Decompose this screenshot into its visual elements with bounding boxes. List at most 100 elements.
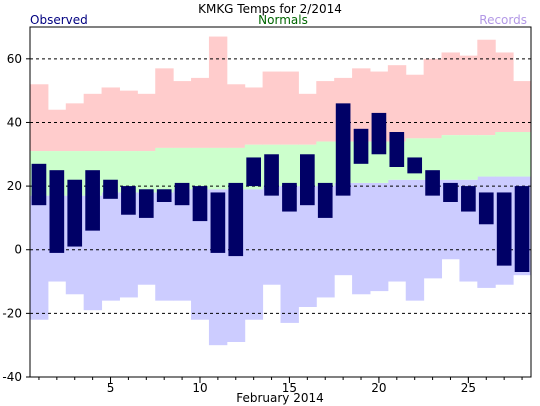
observed-bar-19 xyxy=(353,128,369,164)
x-tick-label-5: 5 xyxy=(107,381,115,395)
record-low-band-22 xyxy=(405,179,425,301)
observed-bar-18 xyxy=(335,103,351,196)
record-high-band-26 xyxy=(477,39,496,136)
normal-band-24 xyxy=(441,135,460,180)
x-axis-ticks: 5 10 15 20 25 xyxy=(38,377,523,395)
observed-bar-10 xyxy=(192,186,208,222)
observed-bar-13 xyxy=(246,157,261,187)
record-high-band-22 xyxy=(405,74,425,139)
record-low-band-8 xyxy=(155,192,174,301)
record-low-band-14 xyxy=(262,186,281,285)
record-low-band-15 xyxy=(280,186,299,323)
observed-bar-5 xyxy=(103,179,118,199)
record-low-band-6 xyxy=(119,192,138,298)
normal-band-12 xyxy=(226,147,246,190)
y-axis-ticks: -40 -20 0 20 40 60 xyxy=(2,52,30,384)
observed-bar-28 xyxy=(514,186,530,272)
y-tick-label--20: -20 xyxy=(2,306,22,320)
normal-band-8 xyxy=(155,147,174,193)
observed-bar-6 xyxy=(121,186,136,215)
x-tick-label-20: 20 xyxy=(371,381,386,395)
observed-bar-24 xyxy=(443,182,458,202)
observed-bar-3 xyxy=(67,179,83,247)
observed-bars xyxy=(31,103,530,272)
observed-bar-2 xyxy=(49,170,65,253)
observed-bar-8 xyxy=(156,189,172,202)
observed-bar-9 xyxy=(174,182,190,206)
record-high-band-25 xyxy=(459,55,478,136)
observed-bar-21 xyxy=(389,132,405,167)
record-high-band-9 xyxy=(173,81,192,148)
normal-band-7 xyxy=(137,151,156,193)
record-high-band-6 xyxy=(119,90,138,152)
plot-frame xyxy=(29,26,532,378)
observed-bar-16 xyxy=(300,154,315,206)
record-low-band-19 xyxy=(352,182,371,295)
record-high-band-23 xyxy=(423,58,443,139)
normal-band-11 xyxy=(208,147,228,190)
record-high-band-19 xyxy=(352,68,371,142)
record-high-band-28 xyxy=(513,81,532,132)
record-low-band-16 xyxy=(298,186,317,307)
observed-bar-15 xyxy=(282,182,297,212)
legend-records: Records xyxy=(479,13,527,27)
record-high-band-17 xyxy=(316,81,335,142)
observed-bar-1 xyxy=(31,163,47,206)
record-low-band-20 xyxy=(369,182,389,292)
record-high-band-12 xyxy=(226,84,246,148)
record-high-band-14 xyxy=(262,71,281,145)
record-low-band-23 xyxy=(423,179,443,279)
y-tick-label-60: 60 xyxy=(7,52,22,66)
normal-band-23 xyxy=(423,138,443,180)
observed-bar-7 xyxy=(138,189,154,218)
x-tick-label-10: 10 xyxy=(192,381,207,395)
y-tick-label-20: 20 xyxy=(7,179,22,193)
record-low-band-18 xyxy=(334,182,353,276)
y-tick-label-40: 40 xyxy=(7,115,22,129)
record-low-band-5 xyxy=(101,192,120,301)
observed-bar-26 xyxy=(478,192,494,225)
chart-title: KMKG Temps for 2/2014 xyxy=(198,2,342,16)
record-high-band-11 xyxy=(208,36,228,148)
observed-bar-4 xyxy=(85,170,100,231)
observed-bar-22 xyxy=(407,157,423,174)
legend-observed: Observed xyxy=(30,13,88,27)
record-high-band-24 xyxy=(441,52,460,136)
normal-band-26 xyxy=(477,135,496,177)
record-high-band-13 xyxy=(244,87,264,145)
record-low-band-9 xyxy=(173,189,192,301)
record-high-band-3 xyxy=(65,103,85,152)
normal-band-10 xyxy=(191,147,210,190)
record-high-band-27 xyxy=(495,52,514,132)
y-tick-label-0: 0 xyxy=(14,243,22,257)
axes xyxy=(29,26,532,378)
normal-band-27 xyxy=(495,132,514,177)
observed-bar-17 xyxy=(317,182,333,218)
legend-normals: Normals xyxy=(258,13,308,27)
record-low-band-10 xyxy=(191,189,210,320)
record-high-band-2 xyxy=(47,109,67,152)
normal-band-6 xyxy=(119,151,138,193)
record-low-band-21 xyxy=(387,179,407,282)
record-high-band-15 xyxy=(280,71,299,145)
normal-band-25 xyxy=(459,135,478,180)
x-axis-label: February 2014 xyxy=(236,391,324,405)
observed-bar-11 xyxy=(210,192,226,253)
observed-bar-12 xyxy=(228,182,244,257)
y-tick-label--40: -40 xyxy=(2,370,22,384)
observed-bar-25 xyxy=(461,186,476,212)
record-high-band-8 xyxy=(155,68,174,148)
record-high-band-10 xyxy=(191,77,210,148)
observed-bar-20 xyxy=(371,112,387,155)
normal-band-15 xyxy=(280,144,299,187)
observed-bar-27 xyxy=(496,192,512,266)
normal-band-9 xyxy=(173,147,192,190)
x-tick-label-25: 25 xyxy=(461,381,476,395)
record-high-band-16 xyxy=(298,93,317,145)
record-low-band-13 xyxy=(244,189,264,320)
normal-band-28 xyxy=(513,132,532,177)
record-high-band-5 xyxy=(101,87,120,152)
record-high-band-21 xyxy=(387,65,407,142)
normal-band-17 xyxy=(316,141,335,187)
